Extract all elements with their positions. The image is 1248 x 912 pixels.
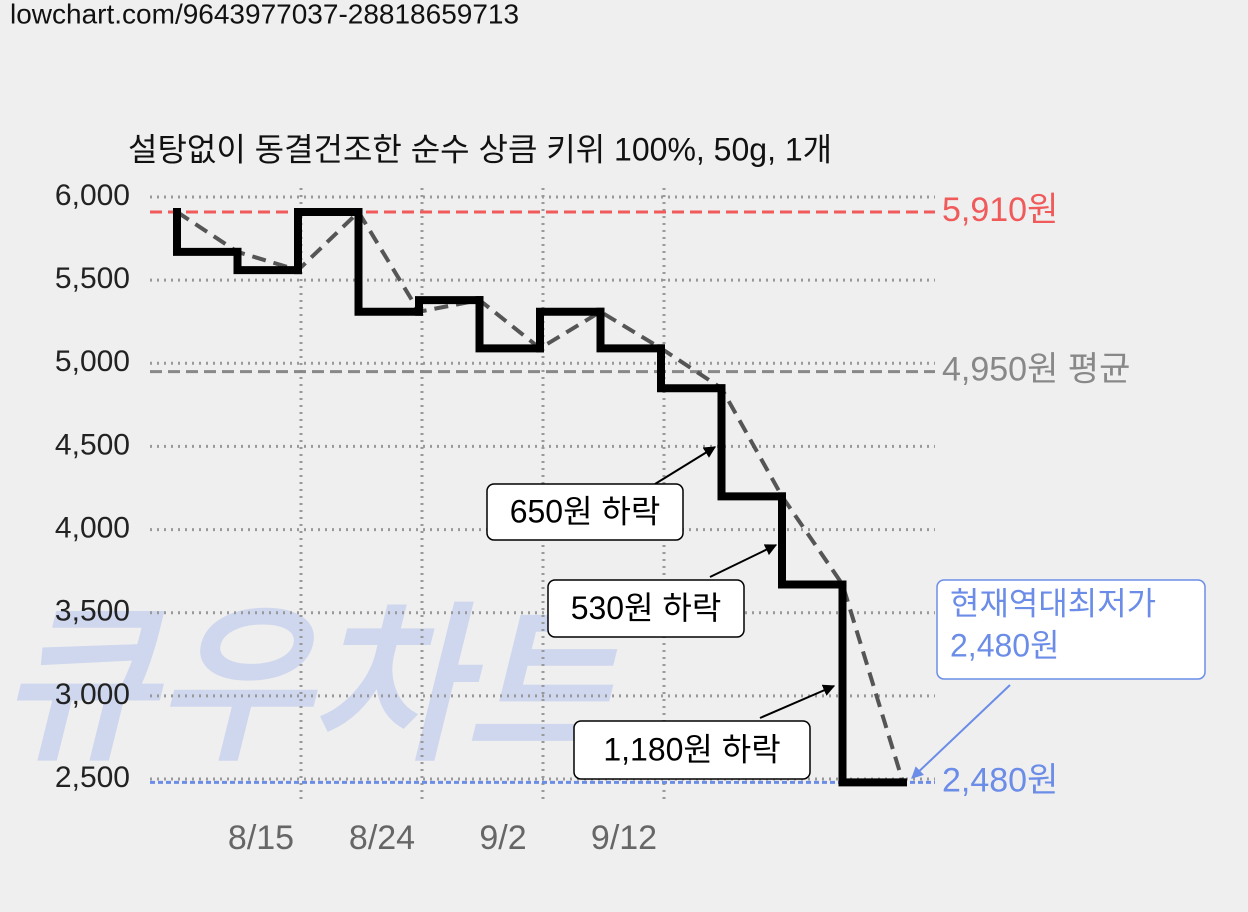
reference-label: 4,950원 평균 bbox=[942, 351, 1130, 389]
price-step bbox=[536, 307, 605, 353]
annotation-box bbox=[486, 483, 684, 541]
x-tick-label: 8/15 bbox=[228, 819, 294, 857]
callout-arrow bbox=[911, 684, 1011, 779]
annotation-text: 650원 하락 bbox=[510, 493, 661, 529]
y-tick-label: 6,000 bbox=[55, 179, 130, 212]
x-tick-label: 9/12 bbox=[591, 819, 657, 857]
callout-box bbox=[936, 579, 1206, 680]
y-tick-label: 3,000 bbox=[55, 678, 130, 711]
annotation-arrow bbox=[654, 446, 717, 485]
x-tick-label: 8/24 bbox=[349, 819, 415, 857]
y-tick-label: 5,000 bbox=[55, 345, 130, 378]
annotation-text: 1,180원 하락 bbox=[603, 731, 780, 767]
price-step bbox=[415, 296, 484, 316]
annotation-arrow bbox=[759, 684, 836, 719]
annotation-box bbox=[573, 720, 811, 780]
price-step bbox=[596, 307, 665, 353]
y-tick-label: 5,500 bbox=[55, 262, 130, 295]
reference-label: 5,910원 bbox=[942, 191, 1058, 229]
price-step bbox=[717, 384, 786, 501]
price-step bbox=[838, 580, 907, 787]
callout-text: 현재역대최저가 bbox=[950, 585, 1156, 621]
price-step bbox=[657, 344, 726, 393]
y-tick-label: 2,500 bbox=[55, 761, 130, 794]
price-step bbox=[475, 296, 544, 353]
price-step bbox=[354, 207, 423, 316]
callout-text: 2,480원 bbox=[950, 627, 1060, 663]
reference-label: 2,480원 bbox=[942, 761, 1058, 799]
annotation-text: 530원 하락 bbox=[571, 590, 722, 626]
price-step bbox=[294, 207, 363, 275]
y-tick-label: 3,500 bbox=[55, 595, 130, 628]
price-step bbox=[173, 207, 242, 256]
price-step bbox=[778, 492, 847, 589]
annotation-arrow bbox=[709, 544, 778, 578]
x-tick-label: 9/2 bbox=[479, 819, 526, 857]
price-step bbox=[233, 247, 302, 275]
url: lowchart.com/9643977037-28818659713 bbox=[10, 0, 519, 29]
watermark: 큐우차트 bbox=[0, 592, 630, 782]
y-tick-label: 4,500 bbox=[55, 428, 130, 461]
y-tick-label: 4,000 bbox=[55, 511, 130, 544]
annotation-box bbox=[547, 579, 745, 638]
chart-title: 설탕없이 동결건조한 순수 상큼 키위 100%, 50g, 1개 bbox=[128, 131, 832, 167]
